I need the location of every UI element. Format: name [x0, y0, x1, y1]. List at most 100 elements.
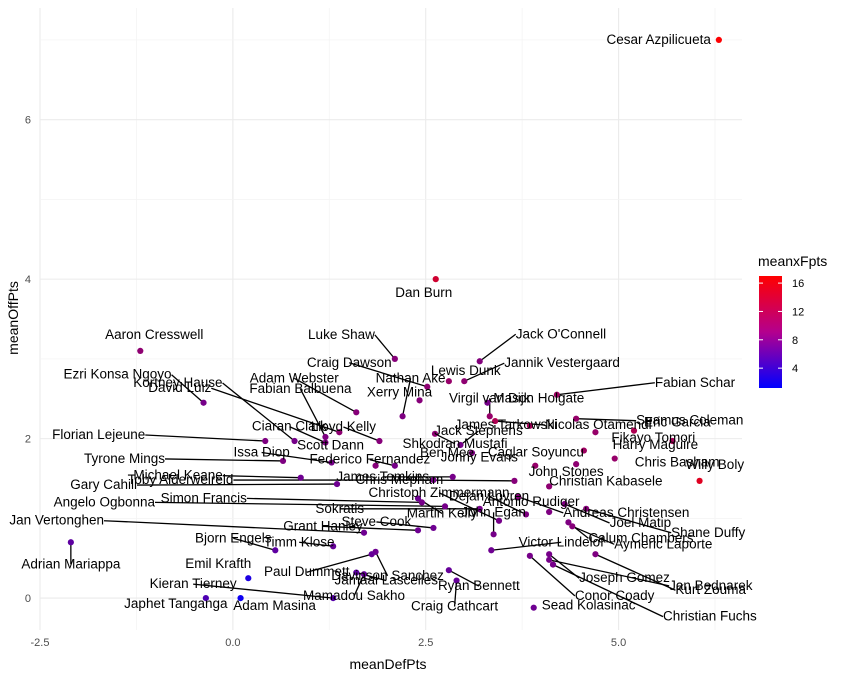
leader-andreas-christensen — [518, 496, 564, 514]
point-eric-garcia — [630, 427, 638, 434]
label-nathan-ake: Nathan Ake — [376, 370, 446, 385]
point-chris-mepham — [511, 477, 518, 484]
y-tick-label: 0 — [25, 593, 31, 605]
label-aymeric-laporte: Aymeric Laporte — [614, 536, 712, 551]
label-dan-burn: Dan Burn — [395, 285, 452, 300]
label-dejan-lovren: Dejan Lovren — [449, 488, 529, 503]
label-leader-lines — [70, 333, 676, 618]
leader-adam-webster — [293, 377, 357, 413]
label-joseph-gomez: Joseph Gomez — [579, 570, 670, 585]
label-scott-dann: Scott Dann — [297, 438, 364, 453]
point-florian-lejeune — [262, 437, 269, 445]
label-aaron-cresswell: Aaron Cresswell — [105, 327, 203, 342]
label-simon-francis: Simon Francis — [161, 490, 248, 505]
point-shane-duffy — [583, 505, 590, 512]
label-jan-bednarek: Jan Bednarek — [669, 578, 753, 593]
point-bjorn-engels — [272, 547, 279, 554]
label-david-luiz: David Luiz — [148, 380, 211, 395]
label-nicolas-otamendi: Nicolas Otamendi — [545, 417, 652, 432]
point-steve-cook — [430, 524, 437, 532]
point-harry-maguire — [669, 437, 676, 445]
leader-jack-o-connell — [479, 333, 517, 362]
leader-craig-cathcart — [453, 580, 458, 607]
point-adrian-mariappa — [67, 539, 74, 546]
leader-jan-bednarek — [549, 559, 670, 587]
legend-title: meanxFpts — [758, 253, 827, 269]
point-joseph-gomez — [546, 551, 553, 558]
leader-florian-lejeune — [145, 434, 266, 442]
point-adam-masina — [237, 595, 244, 602]
leader-federico-fernandez — [369, 459, 396, 467]
label-cesar-azpilicueta: Cesar Azpilicueta — [607, 32, 712, 47]
legend-tick-label: 16 — [792, 278, 804, 290]
label-jonny-evans: Jonny Evans — [441, 450, 519, 465]
y-tick-label: 4 — [25, 274, 31, 286]
label-jack-o-connell: Jack O'Connell — [516, 326, 606, 341]
leader-paul-dummett — [306, 553, 372, 573]
point-aymeric-laporte — [569, 523, 576, 530]
label-christoph-zimmermann: Christoph Zimmermann — [368, 485, 509, 500]
point-kurt-zouma — [592, 551, 599, 558]
label-kurt-zouma: Kurt Zouma — [675, 582, 746, 597]
point-tyrone-mings — [279, 457, 287, 465]
point-antonio-rudiger — [546, 508, 553, 516]
point-michael-keane — [297, 474, 304, 481]
point-simon-francis — [418, 499, 425, 506]
point-christian-fuchs — [549, 561, 557, 568]
point-jan-bednarek — [546, 556, 553, 563]
label-martin-kelly: Martin Kelly — [407, 505, 478, 520]
point-nathan-ake — [399, 413, 406, 420]
label-tyrone-mings: Tyrone Mings — [84, 451, 165, 466]
label-adam-masina: Adam Masina — [233, 598, 316, 613]
leader-seamus-coleman — [576, 418, 637, 422]
point-conor-coady — [526, 552, 533, 559]
leader-jan-vertonghen — [103, 520, 365, 534]
point-xerry-mina — [416, 397, 423, 404]
label-fikayo-tomori: Fikayo Tomori — [611, 430, 695, 445]
leader-ciaran-clark — [289, 426, 326, 444]
label-fabian-schar: Fabian Schar — [655, 375, 736, 390]
point-sokratis — [476, 505, 483, 512]
leader-gary-cahill — [136, 483, 338, 486]
label-victor-lindelof: Victor Lindelof — [519, 534, 605, 549]
color-legend: meanxFpts 4 8 12 16 — [758, 253, 827, 388]
label-ryan-bennett: Ryan Bennett — [438, 578, 520, 593]
point-dan-burn — [432, 276, 439, 283]
legend-tick-label: 12 — [792, 306, 804, 318]
label-christian-kabasele: Christian Kabasele — [549, 473, 662, 488]
point-john-egan — [490, 531, 497, 538]
label-davinson-sanchez: Davinson Sanchez — [331, 568, 444, 583]
leader-jack-stephens — [460, 430, 479, 446]
label-jamaal-lascelles: Jamaal Lascelles — [335, 573, 439, 588]
label-harry-maguire: Harry Maguire — [613, 437, 699, 452]
y-axis-title: meanOffPts — [5, 281, 21, 355]
leader-jannik-vestergaard — [464, 362, 505, 382]
leader-kortney-hause — [222, 382, 295, 442]
point-timm-klose — [330, 543, 337, 550]
point-fikayo-tomori — [592, 429, 599, 436]
legend-tick-label: 4 — [792, 363, 798, 375]
label-seamus-coleman: Seamus Coleman — [636, 413, 743, 428]
label-lloyd-kelly: Lloyd Kelly — [311, 419, 377, 434]
point-calum-chambers — [565, 519, 572, 526]
leader-shkodran-mustafi — [434, 433, 456, 445]
point-ezri-konsa-ngoyo — [200, 399, 207, 406]
label-virgil-van-dijk: Virgil van Dijk — [449, 390, 531, 405]
point-gary-cahill — [333, 480, 341, 488]
label-ben-mee: Ben Mee — [420, 445, 474, 460]
label-ciaran-clark: Ciaran Clark — [252, 419, 327, 434]
label-federico-fernandez: Federico Fernandez — [309, 452, 430, 467]
leader-bjorn-engels — [233, 537, 276, 551]
point-labels: Cesar Azpilicueta Dan Burn Aaron Cresswell… — [9, 32, 757, 624]
leader-lloyd-kelly — [343, 426, 380, 442]
label-xerry-mina: Xerry Mina — [367, 384, 433, 399]
point-ciaran-clark — [322, 439, 329, 446]
point-dejan-lovren — [522, 511, 530, 518]
data-points — [67, 36, 722, 611]
label-jan-vertonghen: Jan Vertonghen — [9, 513, 104, 528]
leader-simon-francis — [246, 497, 422, 504]
label-toby-alderweireld: Toby Alderweireld — [128, 472, 234, 487]
point-paul-dummett — [368, 551, 375, 558]
leader-craig-dawson — [349, 362, 428, 388]
leader-kieran-tierney — [193, 583, 334, 599]
